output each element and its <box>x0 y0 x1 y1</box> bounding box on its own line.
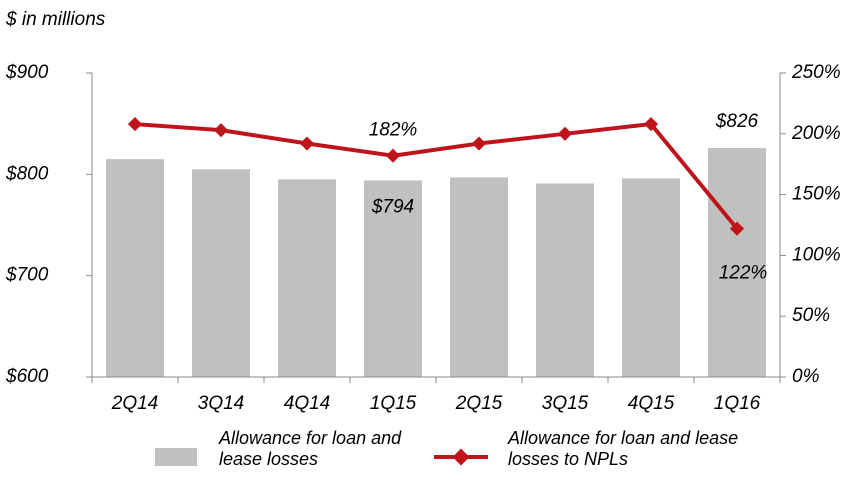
line-marker <box>213 123 229 138</box>
x-tick-label: 2Q15 <box>455 393 503 414</box>
x-tick-label: 3Q15 <box>542 393 589 414</box>
bar <box>622 178 680 377</box>
line-value-label: 122% <box>719 263 768 284</box>
bar <box>278 179 336 377</box>
x-tick-label: 1Q15 <box>370 393 417 414</box>
y-tick-label: $600 <box>5 366 49 387</box>
line-marker <box>385 148 401 163</box>
x-tick-label: 3Q14 <box>198 393 244 414</box>
line-marker <box>299 136 315 151</box>
legend-swatch <box>155 448 197 466</box>
y-tick-label: $900 <box>5 62 49 83</box>
line <box>134 121 739 230</box>
line-marker <box>643 117 659 132</box>
line-marker <box>557 126 573 141</box>
bar <box>536 183 594 377</box>
bar <box>450 177 508 377</box>
bar <box>364 180 422 377</box>
bar-value-label: $794 <box>371 196 414 217</box>
y-tick-label: $700 <box>5 265 49 286</box>
chart-subtitle: $ in millions <box>5 9 106 30</box>
y2-tick-label: 200% <box>791 123 841 144</box>
y2-tick-label: 100% <box>792 244 841 265</box>
y2-tick-label: 50% <box>792 305 830 326</box>
bar <box>106 159 164 377</box>
x-tick-label: 1Q16 <box>714 393 761 414</box>
x-tick-label: 4Q14 <box>284 393 330 414</box>
line-marker <box>729 221 745 236</box>
legend-label: Allowance for loan and lease losses to N… <box>508 428 739 469</box>
bar-value-label: $826 <box>715 111 759 132</box>
y2-tick-label: 250% <box>791 62 841 83</box>
y-tick-label: $800 <box>5 163 49 184</box>
x-tick-label: 4Q15 <box>628 393 675 414</box>
legend-swatch <box>434 448 488 466</box>
x-tick-label: 2Q14 <box>111 393 158 414</box>
y2-tick-label: 0% <box>792 366 820 387</box>
legend-label: Allowance for loan and lease losses <box>219 428 402 469</box>
line-marker <box>127 117 143 132</box>
line-marker <box>471 136 487 151</box>
bar <box>192 169 250 377</box>
line-value-label: 182% <box>369 120 418 141</box>
y2-tick-label: 150% <box>792 184 841 205</box>
bar <box>708 147 766 377</box>
